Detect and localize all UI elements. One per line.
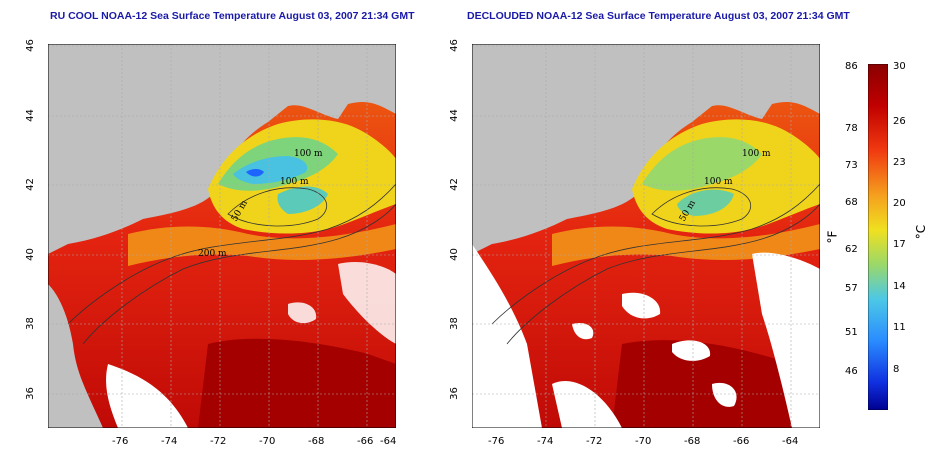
fahrenheit-tick: 73	[845, 160, 858, 171]
celsius-tick: 30	[893, 61, 906, 72]
lon-tick: -76	[112, 436, 129, 447]
fahrenheit-tick: 86	[845, 61, 858, 72]
lon-tick: -70	[259, 436, 276, 447]
lat-tick: 38	[448, 317, 460, 330]
celsius-tick: 20	[893, 198, 906, 209]
celsius-unit: °C	[914, 224, 929, 240]
lon-tick: -74	[161, 436, 178, 447]
lon-tick: -64	[782, 436, 799, 447]
depth-label: 100 m	[742, 149, 771, 159]
depth-label: 100 m	[280, 177, 309, 187]
fahrenheit-tick: 68	[845, 197, 858, 208]
sst-map-declouded-svg: 100 m 100 m 50 m	[472, 44, 820, 428]
sst-map-raw-svg: 100 m 100 m 50 m 200 m	[48, 44, 396, 428]
fahrenheit-tick: 57	[845, 283, 858, 294]
celsius-tick: 26	[893, 116, 906, 127]
lat-tick: 40	[448, 248, 460, 261]
lon-tick: -66	[357, 436, 374, 447]
lon-tick: -64	[380, 436, 397, 447]
lon-tick: -74	[537, 436, 554, 447]
lat-tick: 44	[448, 109, 460, 122]
lon-tick: -70	[635, 436, 652, 447]
lon-tick: -76	[488, 436, 505, 447]
fahrenheit-tick: 78	[845, 123, 858, 134]
depth-label: 200 m	[198, 249, 227, 259]
lon-tick: -66	[733, 436, 750, 447]
sst-map-declouded: 100 m 100 m 50 m	[472, 44, 820, 428]
fahrenheit-tick: 51	[845, 327, 858, 338]
lat-tick: 44	[24, 109, 36, 122]
celsius-tick: 11	[893, 322, 906, 333]
lat-tick: 36	[24, 387, 36, 400]
fahrenheit-tick: 62	[845, 244, 858, 255]
depth-label: 100 m	[704, 177, 733, 187]
lat-tick: 42	[448, 178, 460, 191]
lon-tick: -68	[684, 436, 701, 447]
lat-tick: 40	[24, 248, 36, 261]
lon-tick: -72	[210, 436, 227, 447]
right-title: DECLOUDED NOAA-12 Sea Surface Temperatur…	[467, 10, 850, 22]
fahrenheit-tick: 46	[845, 366, 858, 377]
celsius-tick: 23	[893, 157, 906, 168]
lon-tick: -68	[308, 436, 325, 447]
colorbar-gradient	[868, 64, 888, 410]
sst-map-raw: 100 m 100 m 50 m 200 m	[48, 44, 396, 428]
lat-tick: 36	[448, 387, 460, 400]
left-title: RU COOL NOAA-12 Sea Surface Temperature …	[50, 10, 415, 22]
celsius-tick: 8	[893, 364, 900, 375]
lon-tick: -72	[586, 436, 603, 447]
lat-tick: 46	[24, 39, 36, 52]
celsius-tick: 14	[893, 281, 906, 292]
depth-label: 100 m	[294, 149, 323, 159]
celsius-tick: 17	[893, 239, 906, 250]
lat-tick: 42	[24, 178, 36, 191]
fahrenheit-unit: °F	[825, 230, 840, 244]
lat-tick: 38	[24, 317, 36, 330]
lat-tick: 46	[448, 39, 460, 52]
